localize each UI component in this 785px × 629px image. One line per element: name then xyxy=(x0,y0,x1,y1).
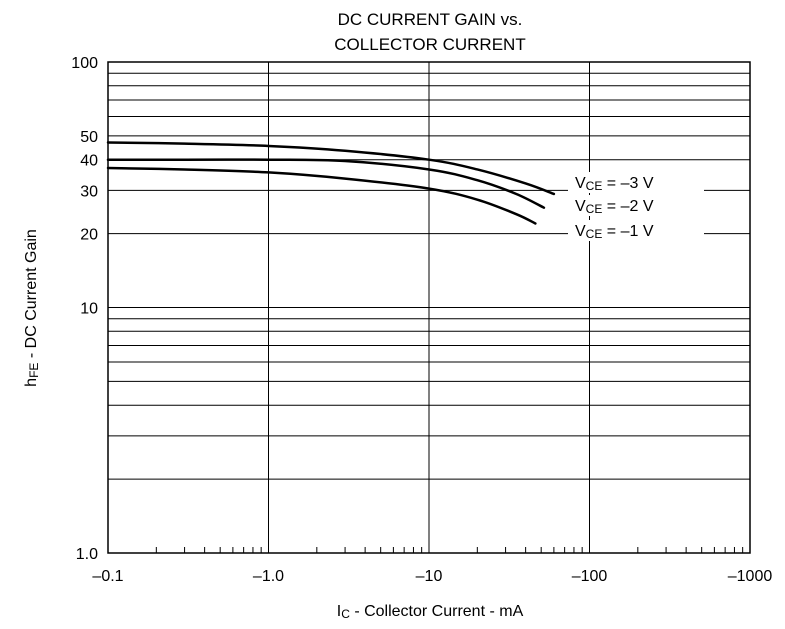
y-tick-label: 40 xyxy=(80,153,98,170)
series-label: VCE = –2 V xyxy=(575,198,654,216)
y-tick-label: 100 xyxy=(71,55,98,72)
y-tick-label: 30 xyxy=(80,183,98,200)
series-label-background xyxy=(568,220,704,241)
y-tick-label: 1.0 xyxy=(76,546,98,563)
x-tick-label: –0.1 xyxy=(92,568,123,585)
chart-title-line-1: DC CURRENT GAIN vs. xyxy=(338,10,523,29)
series-label: VCE = –3 V xyxy=(575,175,654,193)
x-axis-title: IC - Collector Current - mA xyxy=(337,603,524,621)
x-tick-label: –100 xyxy=(572,568,608,585)
series-curve xyxy=(106,158,546,209)
x-tick-label: –10 xyxy=(416,568,443,585)
plot-frame xyxy=(107,61,751,554)
y-tick-label: 10 xyxy=(80,301,98,318)
chart-title-line-2: COLLECTOR CURRENT xyxy=(334,35,525,54)
grid xyxy=(108,62,750,553)
x-tick-label: –1000 xyxy=(728,568,773,585)
y-axis-title: hFE - DC Current Gain xyxy=(23,229,41,387)
y-tick-label: 20 xyxy=(80,227,98,244)
series-curves xyxy=(106,141,556,225)
series-label-background xyxy=(568,172,704,193)
series-curve xyxy=(106,166,537,225)
x-tick-label: –1.0 xyxy=(253,568,284,585)
tick-labels: –0.1 –1.0 –10 –100 –1000 1.0 10 20 30 40 50 100 xyxy=(71,55,772,585)
series-label: VCE = –1 V xyxy=(575,223,654,241)
y-tick-label: 50 xyxy=(80,129,98,146)
series-curve xyxy=(106,141,556,196)
x-axis-ticks xyxy=(155,547,744,553)
series-labels: VCE = –3 V VCE = –2 V VCE = –1 V xyxy=(568,172,704,241)
series-label-background xyxy=(568,195,704,216)
